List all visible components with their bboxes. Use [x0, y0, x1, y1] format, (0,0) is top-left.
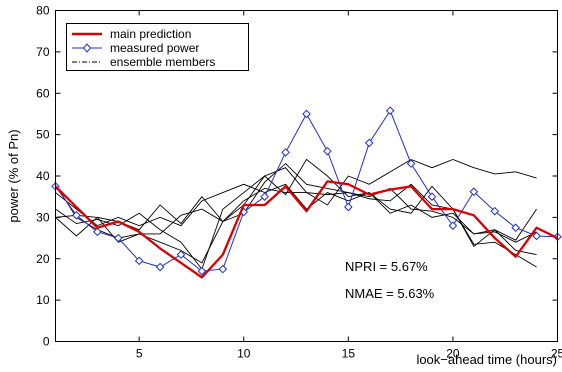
measured-power-marker [532, 231, 541, 241]
measured-power-marker [427, 192, 437, 201]
y-axis-label: power (% of Pn) [6, 129, 21, 222]
main-layer [54, 180, 559, 279]
annotation-nmae: NMAE = 5.63% [345, 286, 435, 301]
y-ticks: 0 10 20 30 40 50 60 70 80 [36, 4, 558, 349]
measured-power-marker [197, 266, 207, 276]
y-tick-label: 10 [36, 293, 50, 307]
measured-power-marker [281, 148, 290, 157]
y-tick-label: 70 [36, 45, 50, 59]
measured-power-marker [469, 187, 479, 197]
measured-power-marker [302, 109, 311, 119]
y-tick-label: 40 [36, 169, 50, 183]
x-tick-label: 10 [237, 347, 251, 361]
legend-label-ensemble: ensemble members [110, 55, 215, 69]
annotation-npri: NPRI = 5.67% [345, 259, 428, 274]
legend: main prediction measured power ensemble … [66, 23, 249, 71]
y-tick-label: 0 [43, 335, 50, 349]
measured-power-marker [113, 233, 123, 243]
measured-power-marker [406, 159, 416, 168]
y-tick-label: 20 [36, 252, 50, 266]
y-tick-label: 60 [36, 86, 50, 100]
measured-power-marker [448, 221, 458, 230]
y-tick-label: 50 [36, 128, 50, 142]
measured-power-marker [134, 256, 144, 266]
x-tick-label: 25 [551, 347, 562, 361]
measured-power-marker [344, 202, 353, 212]
ensemble-member-line [55, 158, 537, 271]
ensemble-layer [55, 158, 537, 271]
legend-box [66, 23, 249, 71]
legend-label-main: main prediction [110, 27, 191, 41]
legend-swatch-measured-marker [82, 43, 92, 53]
measured-power-marker [490, 206, 500, 216]
y-tick-label: 80 [36, 4, 50, 18]
x-ticks: 5 10 15 20 25 [136, 10, 562, 361]
main-prediction-line [54, 180, 559, 279]
measured-power-marker [260, 192, 269, 201]
x-tick-label: 5 [136, 347, 143, 361]
x-tick-label: 15 [342, 347, 356, 361]
measured-power-marker [155, 262, 165, 272]
measured-power-marker [511, 223, 520, 233]
measured-power-marker [323, 146, 332, 156]
x-axis-label: look−ahead time (hours) [416, 352, 557, 367]
measured-power-marker [218, 264, 228, 274]
ensemble-member-line [55, 158, 537, 264]
measured-power-marker [176, 250, 186, 259]
measured-layer [51, 106, 562, 276]
ensemble-member-line [55, 183, 537, 256]
measured-power-marker [93, 227, 102, 237]
legend-label-measured: measured power [110, 41, 199, 55]
y-tick-label: 30 [36, 210, 50, 224]
measured-power-marker [385, 106, 395, 115]
measured-power-marker [72, 210, 81, 220]
x-tick-label: 20 [446, 347, 460, 361]
measured-power-marker [364, 138, 374, 148]
